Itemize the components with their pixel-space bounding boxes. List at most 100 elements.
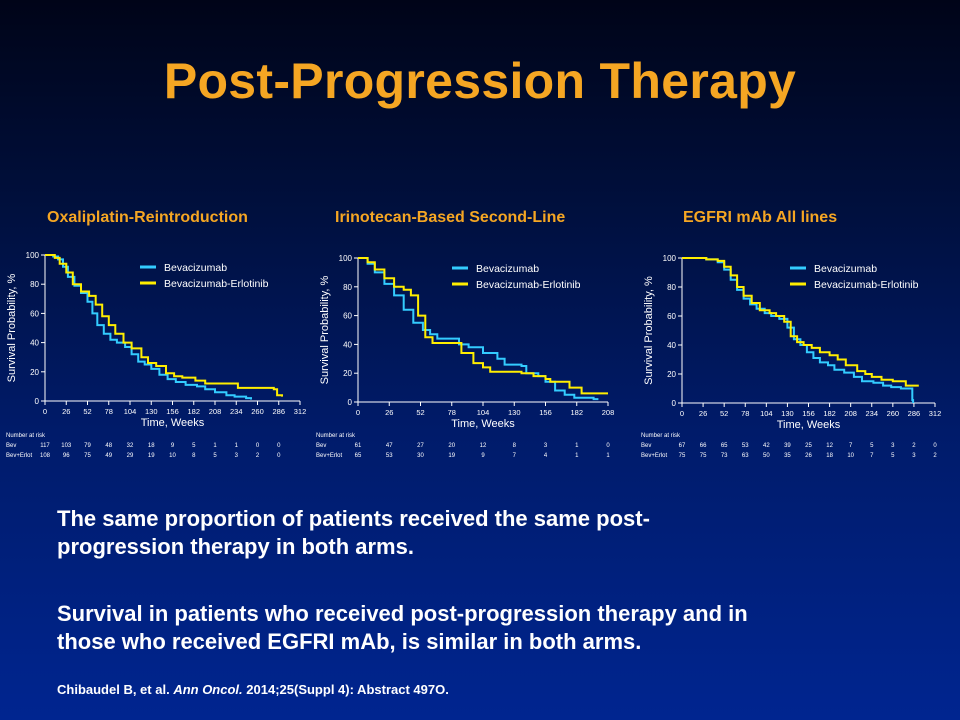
number-at-risk-value: 18 [148,443,155,449]
y-tick-label: 80 [667,283,676,292]
number-at-risk-value: 18 [826,453,833,459]
number-at-risk-value: 39 [784,443,791,449]
y-tick-label: 0 [35,397,40,406]
y-axis-label: Survival Probability, % [6,273,18,382]
number-at-risk-row-label: Bev+Erlot [641,453,668,459]
x-tick-label: 78 [741,409,749,418]
x-tick-label: 130 [145,407,158,416]
number-at-risk-value: 48 [105,443,112,449]
number-at-risk-value: 19 [148,453,155,459]
number-at-risk-value: 30 [417,453,424,459]
x-tick-label: 130 [508,408,521,417]
legend-label: Bevacizumab-Erlotinib [814,279,919,291]
y-tick-label: 40 [343,340,352,349]
number-at-risk-value: 7 [870,453,874,459]
x-tick-label: 208 [602,408,615,417]
y-axis-label: Survival Probability, % [643,276,655,385]
number-at-risk-row-label: Bev [316,443,326,449]
y-tick-label: 60 [30,309,39,318]
x-axis-label: Time, Weeks [777,419,841,431]
x-tick-label: 130 [781,409,794,418]
number-at-risk-value: 0 [606,443,610,449]
number-at-risk-row-label: Bev+Erlot [6,453,33,459]
km-curve-bevacizumab [358,257,599,401]
number-at-risk-value: 10 [169,453,176,459]
number-at-risk-value: 3 [544,443,548,449]
x-tick-label: 234 [865,409,878,418]
number-at-risk-value: 1 [213,443,217,449]
number-at-risk-value: 63 [742,453,749,459]
y-tick-label: 40 [667,341,676,350]
number-at-risk-value: 66 [700,443,707,449]
x-tick-label: 26 [62,407,70,416]
number-at-risk-value: 19 [448,453,455,459]
number-at-risk-value: 7 [849,443,853,449]
citation-journal: Ann Oncol. [173,682,243,697]
number-at-risk-value: 0 [933,443,937,449]
km-curve-bevacizumab [682,257,915,403]
number-at-risk-value: 2 [933,453,937,459]
x-tick-label: 286 [908,409,921,418]
number-at-risk-value: 0 [277,443,281,449]
x-tick-label: 78 [105,407,113,416]
legend-label: Bevacizumab [814,263,877,275]
y-tick-label: 100 [26,251,40,260]
x-tick-label: 182 [187,407,200,416]
number-at-risk-value: 5 [870,443,874,449]
x-tick-label: 312 [294,407,307,416]
number-at-risk-value: 75 [679,453,686,459]
number-at-risk-value: 12 [480,443,487,449]
y-tick-label: 20 [343,369,352,378]
x-tick-label: 26 [699,409,707,418]
x-tick-label: 52 [416,408,424,417]
number-at-risk-value: 117 [40,443,50,449]
panel-title-oxaliplatin: Oxaliplatin-Reintroduction [47,209,248,226]
y-tick-label: 60 [343,312,352,321]
x-tick-label: 78 [448,408,456,417]
number-at-risk-value: 42 [763,443,770,449]
x-tick-label: 156 [802,409,815,418]
y-tick-label: 20 [667,370,676,379]
slide-title: Post-Progression Therapy [163,53,797,109]
number-at-risk-value: 3 [912,453,916,459]
km-curve-bevacizumab-erlotinib [45,254,283,397]
number-at-risk-value: 96 [63,453,70,459]
y-tick-label: 0 [348,398,353,407]
x-tick-label: 52 [720,409,728,418]
x-tick-label: 260 [887,409,900,418]
x-tick-label: 260 [251,407,264,416]
number-at-risk-value: 25 [805,443,812,449]
km-curve-bevacizumab-erlotinib [358,257,608,395]
number-at-risk-value: 65 [721,443,728,449]
number-at-risk-value: 3 [891,443,895,449]
number-at-risk-value: 53 [742,443,749,449]
number-at-risk-value: 29 [127,453,134,459]
number-at-risk-heading: Number at risk [316,433,356,439]
x-tick-label: 104 [124,407,137,416]
panel-title-egfri: EGFRI mAb All lines [683,209,838,226]
number-at-risk-value: 65 [355,453,362,459]
number-at-risk-value: 5 [213,453,217,459]
x-tick-label: 156 [166,407,179,416]
number-at-risk-value: 20 [448,443,455,449]
number-at-risk-value: 1 [235,443,239,449]
number-at-risk-value: 8 [192,453,196,459]
number-at-risk-value: 35 [784,453,791,459]
number-at-risk-heading: Number at risk [641,433,681,439]
y-tick-label: 80 [343,283,352,292]
number-at-risk-value: 2 [256,453,260,459]
panel-title-irinotecan: Irinotecan-Based Second-Line [335,209,566,226]
y-tick-label: 100 [339,254,353,263]
y-tick-label: 0 [672,399,677,408]
x-axis-label: Time, Weeks [141,417,205,429]
x-tick-label: 0 [43,407,47,416]
number-at-risk-heading: Number at risk [6,433,46,439]
x-tick-label: 208 [209,407,222,416]
number-at-risk-value: 73 [721,453,728,459]
y-axis-label: Survival Probability, % [319,275,331,384]
legend-label: Bevacizumab-Erlotinib [164,278,269,290]
number-at-risk-value: 50 [763,453,770,459]
number-at-risk-value: 27 [417,443,424,449]
